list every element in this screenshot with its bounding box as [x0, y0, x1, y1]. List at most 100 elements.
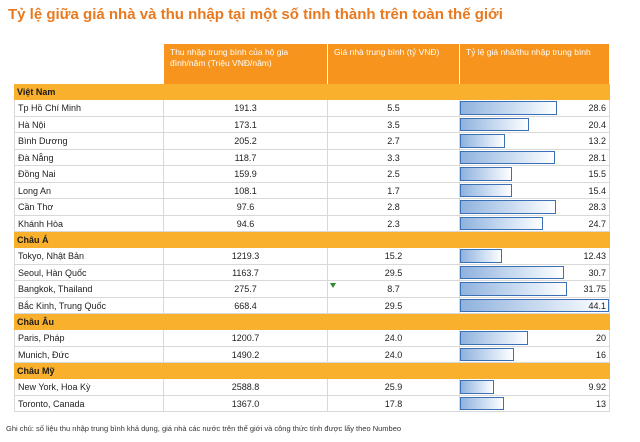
price-cell: 2.7 — [328, 133, 460, 149]
ratio-value: 9.92 — [588, 382, 606, 392]
ratio-cell: 44.1 — [460, 297, 610, 313]
ratio-bar — [460, 282, 568, 296]
table-row: Đồng Nai 159.9 2.5 15.5 — [14, 166, 610, 183]
income-cell: 97.6 — [164, 199, 328, 215]
table-body: Việt Nam Tp Hồ Chí Minh 191.3 5.5 28.6 Hà Nội… — [14, 84, 610, 412]
ratio-bar — [460, 380, 494, 394]
ratio-cell: 15.5 — [460, 166, 610, 182]
table-row: Seoul, Hàn Quốc 1163.7 29.5 30.7 — [14, 264, 610, 281]
table-row: Đà Nẵng 118.7 3.3 28.1 — [14, 149, 610, 166]
city-cell: Đà Nẵng — [14, 149, 164, 165]
ratio-bar — [460, 183, 513, 197]
table-row: Paris, Pháp 1200.7 24.0 20 — [14, 330, 610, 347]
city-cell: Paris, Pháp — [14, 330, 164, 346]
ratio-value: 16 — [595, 349, 606, 360]
ratio-bar — [460, 216, 544, 230]
ratio-cell: 28.6 — [460, 100, 610, 116]
city-cell: Tp Hồ Chí Minh — [14, 100, 164, 116]
income-cell: 668.4 — [164, 297, 328, 313]
header-income: Thu nhập trung bình của hộ gia đình/năm … — [164, 44, 328, 84]
city-cell: Bangkok, Thailand — [14, 281, 164, 297]
ratio-value: 15.4 — [588, 185, 606, 196]
income-cell: 173.1 — [164, 116, 328, 132]
table-row: Cần Thơ 97.6 2.8 28.3 — [14, 199, 610, 216]
ratio-bar — [460, 265, 564, 279]
income-cell: 1219.3 — [164, 248, 328, 264]
price-cell: 3.5 — [328, 116, 460, 132]
price-cell: 25.9 — [328, 379, 460, 395]
ratio-value: 30.7 — [588, 267, 606, 278]
table-row: Bắc Kinh, Trung Quốc 668.4 29.5 44.1 — [14, 297, 610, 314]
ratio-cell: 16 — [460, 346, 610, 362]
ratio-value: 44.1 — [588, 300, 606, 311]
ratio-bar — [460, 396, 504, 410]
city-cell: Hà Nội — [14, 116, 164, 132]
ratio-value: 15.5 — [588, 169, 606, 179]
group-header: Việt Nam — [14, 84, 610, 100]
ratio-cell: 20 — [460, 330, 610, 346]
table-row: New York, Hoa Kỳ 2588.8 25.9 9.92 — [14, 379, 610, 396]
group-header: Châu Á — [14, 232, 610, 248]
ratio-bar — [460, 150, 555, 164]
ratio-value: 20.4 — [588, 119, 606, 130]
ratio-bar — [460, 134, 505, 148]
ratio-cell: 13 — [460, 395, 610, 411]
ratio-bar — [460, 167, 513, 181]
city-cell: Đồng Nai — [14, 166, 164, 182]
price-cell: 29.5 — [328, 297, 460, 313]
ratio-cell: 20.4 — [460, 116, 610, 132]
price-cell: 29.5 — [328, 264, 460, 280]
ratio-cell: 28.3 — [460, 199, 610, 215]
ratio-value: 31.75 — [583, 284, 606, 294]
income-cell: 159.9 — [164, 166, 328, 182]
price-cell: 5.5 — [328, 100, 460, 116]
ratio-cell: 13.2 — [460, 133, 610, 149]
income-cell: 94.6 — [164, 215, 328, 231]
header-price: Giá nhà trung bình (tỷ VNĐ) — [328, 44, 460, 84]
table-row: Hà Nội 173.1 3.5 20.4 — [14, 116, 610, 133]
price-cell: 24.0 — [328, 346, 460, 362]
income-cell: 118.7 — [164, 149, 328, 165]
table-row: Tokyo, Nhật Bản 1219.3 15.2 12.43 — [14, 248, 610, 265]
ratio-value: 28.6 — [588, 103, 606, 113]
income-cell: 1163.7 — [164, 264, 328, 280]
footnote: Ghi chú: số liệu thu nhập trung bình khả… — [6, 424, 402, 433]
green-marker-icon — [330, 283, 336, 288]
table-row: Long An 108.1 1.7 15.4 — [14, 182, 610, 199]
city-cell: Tokyo, Nhật Bản — [14, 248, 164, 264]
income-cell: 1490.2 — [164, 346, 328, 362]
city-cell: Long An — [14, 182, 164, 198]
ratio-bar — [460, 200, 556, 214]
ratio-bar — [460, 117, 529, 131]
city-cell: Khánh Hòa — [14, 215, 164, 231]
table-row: Bangkok, Thailand 275.7 8.7 31.75 — [14, 281, 610, 298]
table-row: Khánh Hòa 94.6 2.3 24.7 — [14, 215, 610, 232]
income-cell: 205.2 — [164, 133, 328, 149]
table-row: Munich, Đức 1490.2 24.0 16 — [14, 346, 610, 363]
price-cell: 3.3 — [328, 149, 460, 165]
ratio-cell: 30.7 — [460, 264, 610, 280]
header-ratio: Tỷ lệ giá nhà/thu nhập trung bình — [460, 44, 610, 84]
price-cell: 15.2 — [328, 248, 460, 264]
price-cell: 8.7 — [328, 281, 460, 297]
income-cell: 108.1 — [164, 182, 328, 198]
income-cell: 2588.8 — [164, 379, 328, 395]
ratio-cell: 31.75 — [460, 281, 610, 297]
header-city — [14, 44, 164, 84]
income-cell: 275.7 — [164, 281, 328, 297]
ratio-bar — [460, 249, 502, 263]
ratio-value: 13.2 — [588, 136, 606, 146]
price-cell: 2.5 — [328, 166, 460, 182]
price-cell: 1.7 — [328, 182, 460, 198]
table-row: Bình Dương 205.2 2.7 13.2 — [14, 133, 610, 150]
ratio-cell: 9.92 — [460, 379, 610, 395]
ratio-cell: 24.7 — [460, 215, 610, 231]
price-cell: 24.0 — [328, 330, 460, 346]
city-cell: New York, Hoa Kỳ — [14, 379, 164, 395]
ratio-bar — [460, 101, 557, 115]
ratio-cell: 15.4 — [460, 182, 610, 198]
income-cell: 1200.7 — [164, 330, 328, 346]
ratio-cell: 28.1 — [460, 149, 610, 165]
income-cell: 1367.0 — [164, 395, 328, 411]
table-header: Thu nhập trung bình của hộ gia đình/năm … — [14, 44, 610, 84]
